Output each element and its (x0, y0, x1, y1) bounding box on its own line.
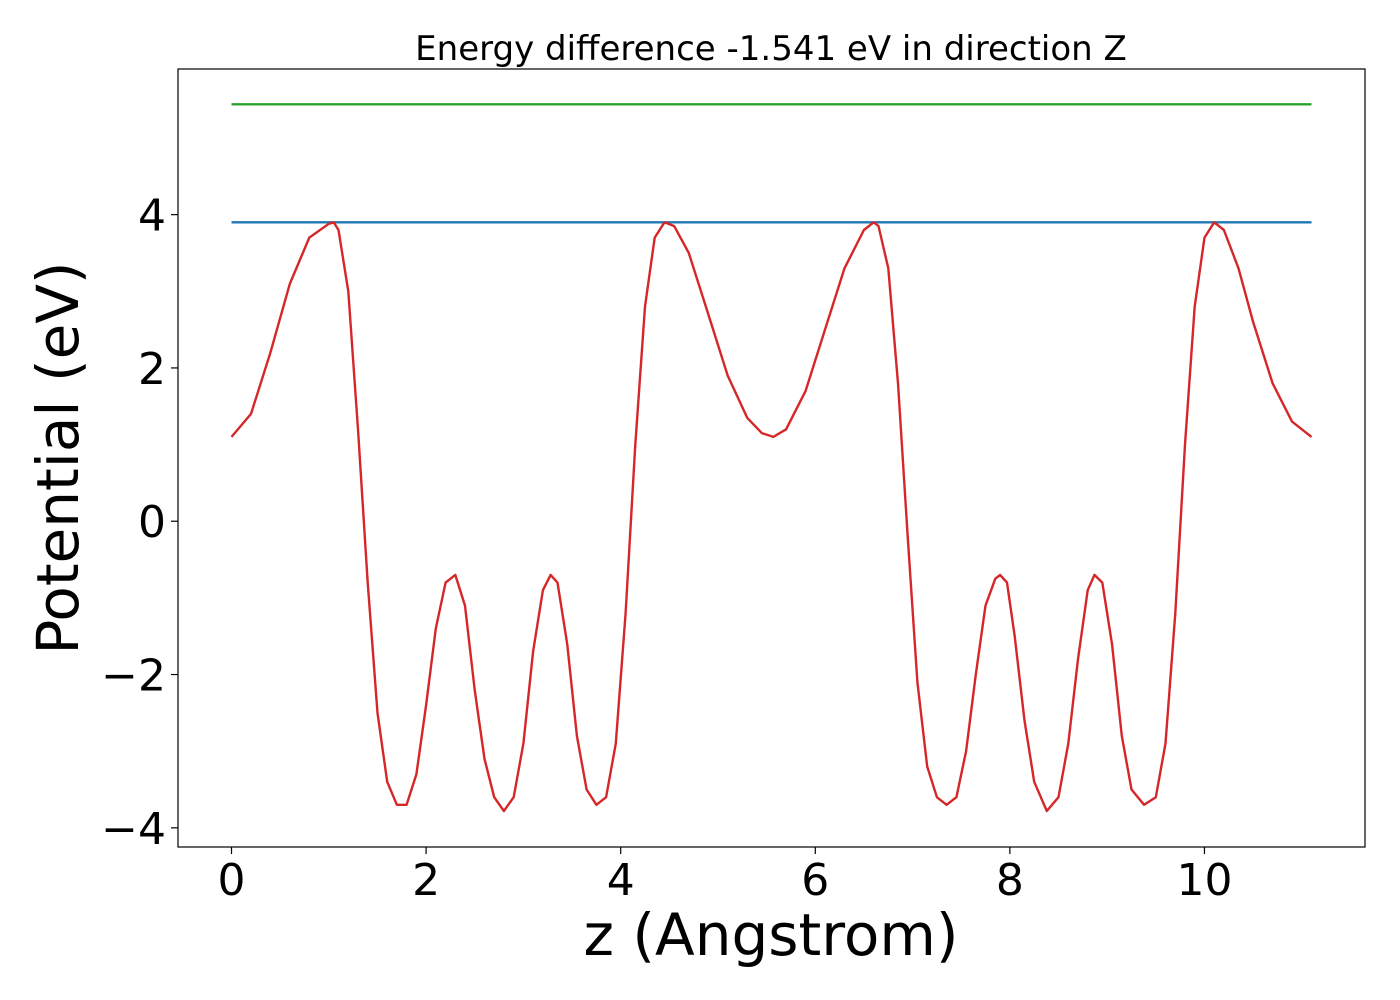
y-tick-label: 4 (138, 191, 166, 242)
chart-title: Energy difference -1.541 eV in direction… (415, 29, 1127, 69)
x-tick-label: 10 (1176, 855, 1232, 906)
plot-area (230, 103, 1313, 813)
y-axis: −4 −2 0 2 4 (101, 191, 178, 855)
x-tick-label: 6 (801, 855, 829, 906)
x-tick-label: 8 (996, 855, 1024, 906)
y-tick-label: −2 (101, 651, 166, 702)
y-tick-label: 0 (138, 497, 166, 548)
x-tick-label: 0 (218, 855, 246, 906)
series-line-2 (230, 221, 1313, 813)
x-tick-label: 4 (607, 855, 635, 906)
y-axis-label: Potential (eV) (24, 261, 92, 654)
plot-frame (177, 68, 1366, 848)
x-axis: 0 2 4 6 8 10 (218, 847, 1232, 906)
x-tick-label: 2 (412, 855, 440, 906)
y-tick-label: 2 (138, 344, 166, 395)
x-axis-label: z (Angstrom) (584, 901, 959, 969)
y-tick-label: −4 (101, 804, 166, 855)
